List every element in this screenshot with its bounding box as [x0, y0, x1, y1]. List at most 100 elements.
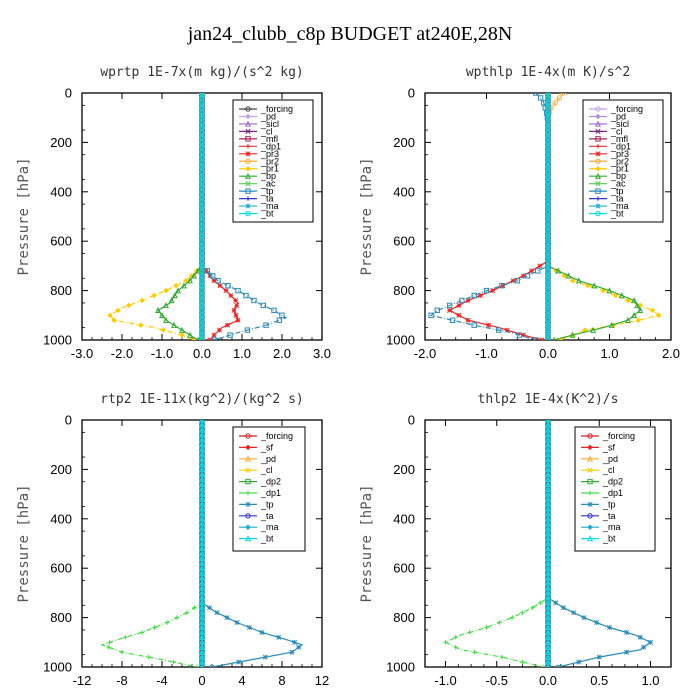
- legend-marker: [595, 151, 601, 157]
- data-point: [637, 307, 644, 314]
- data-point: [477, 293, 483, 299]
- data-point: [199, 218, 205, 225]
- data-point: [234, 302, 240, 308]
- legend-marker: [245, 210, 251, 217]
- data-point: [186, 277, 194, 284]
- x-tick-label: 0.5: [590, 673, 608, 688]
- data-point: [545, 253, 551, 259]
- y-tick-label: 800: [50, 283, 72, 298]
- data-point: [545, 149, 551, 155]
- data-point: [624, 629, 630, 635]
- data-point: [199, 154, 205, 160]
- data-point: [199, 164, 205, 170]
- legend-entry: _cl: [239, 465, 273, 475]
- data-point: [540, 664, 546, 667]
- chart-panel-4: thlp2 1E-4x(K^2)/s Pressure [hPa] -1.0 -0.5…: [359, 392, 672, 688]
- series-markers-dp1: [443, 420, 551, 667]
- series-markers-pr3: [447, 93, 551, 340]
- data-point: [545, 134, 551, 141]
- data-point: [545, 174, 551, 180]
- data-point: [180, 282, 188, 289]
- panel-title: thlp2 1E-4x(K^2)/s: [478, 392, 619, 407]
- plot-area: [428, 93, 662, 340]
- data-point: [555, 267, 562, 274]
- data-point: [649, 307, 656, 314]
- data-point: [545, 238, 551, 244]
- data-point: [537, 263, 543, 269]
- legend-marker: [244, 455, 252, 462]
- data-point: [556, 95, 562, 101]
- legend-entry: _ta: [589, 194, 624, 204]
- data-point: [199, 302, 205, 309]
- legend-marker: [587, 524, 593, 530]
- data-point: [490, 288, 496, 294]
- data-point: [545, 100, 551, 106]
- data-point: [484, 625, 489, 630]
- data-point: [199, 282, 205, 289]
- chart-panel-3: rtp2 1E-11x(kg^2)/(kg^2 s) Pressure [hPa]…: [16, 392, 329, 688]
- data-point: [545, 149, 551, 155]
- legend-label: _bt: [610, 209, 624, 219]
- data-point: [545, 327, 551, 333]
- data-point: [545, 198, 551, 205]
- data-point: [520, 273, 526, 279]
- x-tick-label: 1.0: [600, 346, 618, 361]
- chart-panels: wprtp 1E-7x(m kg)/(s^2 kg) Pressure [hPa]…: [16, 65, 680, 688]
- data-point: [152, 625, 157, 630]
- data-point: [246, 624, 253, 630]
- data-point: [533, 337, 539, 340]
- legend-marker: [587, 467, 593, 473]
- data-point: [537, 95, 544, 101]
- legend-entry: _sicl: [239, 119, 279, 129]
- legend-label: _bp: [260, 171, 276, 181]
- data-point: [199, 93, 205, 96]
- data-point: [555, 664, 561, 667]
- x-tick-label: -3.0: [71, 346, 93, 361]
- x-tick-label: 0.0: [539, 673, 557, 688]
- data-point: [236, 659, 242, 665]
- data-point: [545, 243, 551, 249]
- legend: _forcing_sf _pd_cl _dp2_dp1_tp _ta_ma _bt: [232, 426, 306, 552]
- data-point: [545, 184, 551, 190]
- data-point: [545, 238, 551, 244]
- legend-marker: [587, 478, 593, 485]
- data-point: [199, 100, 205, 106]
- y-tick-label: 800: [393, 610, 415, 625]
- data-point: [119, 649, 125, 655]
- data-point: [199, 248, 205, 254]
- data-point: [228, 293, 234, 299]
- legend-entry: _ma: [581, 522, 621, 532]
- data-point: [545, 282, 551, 289]
- data-point: [625, 297, 631, 304]
- legend-marker: [595, 113, 601, 120]
- data-point: [624, 316, 631, 323]
- data-point: [199, 159, 205, 165]
- y-tick-label: 1000: [386, 660, 415, 675]
- series-markers-bt: [545, 93, 551, 340]
- data-point: [199, 213, 205, 220]
- panel-title: rtp2 1E-11x(kg^2)/(kg^2 s): [100, 392, 304, 407]
- data-point: [199, 332, 205, 338]
- data-point: [276, 634, 282, 640]
- data-point: [634, 302, 641, 309]
- legend-label: _dp2: [260, 477, 281, 487]
- data-point: [199, 129, 205, 136]
- x-tick-label: -4: [156, 673, 168, 688]
- data-point: [199, 120, 205, 126]
- data-point: [545, 268, 551, 274]
- x-tick-label: 0.0: [193, 346, 211, 361]
- legend-marker: [587, 490, 593, 496]
- data-point: [453, 645, 458, 650]
- data-point: [234, 620, 240, 626]
- data-point: [262, 654, 268, 660]
- legend-marker: [586, 455, 594, 462]
- legend-marker: [245, 524, 251, 530]
- panel-title: wprtp 1E-7x(m kg)/(s^2 kg): [100, 65, 304, 80]
- legend-entry: _forcing: [239, 431, 293, 441]
- series-markers-dp1: [106, 420, 205, 667]
- legend-label: _ma: [260, 201, 279, 211]
- legend-entry: _sicl: [589, 119, 629, 129]
- data-point: [560, 93, 567, 96]
- legend-entry: _pr2: [239, 156, 279, 166]
- legend-label: _tp: [602, 499, 616, 509]
